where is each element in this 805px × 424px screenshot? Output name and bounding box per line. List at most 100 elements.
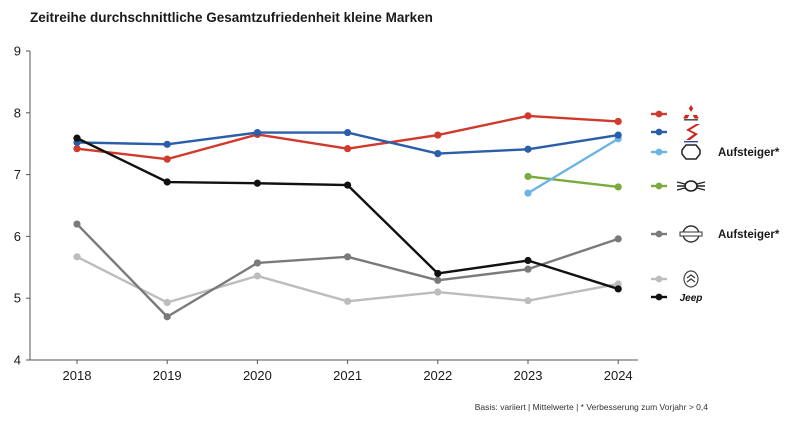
data-point xyxy=(614,131,622,139)
data-point xyxy=(163,178,171,186)
data-point xyxy=(524,189,532,197)
series-mitsubishi xyxy=(73,112,622,163)
jeep-logo-icon: Jeep xyxy=(680,293,703,304)
legend-marker xyxy=(655,293,663,301)
nissan-bar-shape xyxy=(679,231,703,237)
data-point xyxy=(163,313,171,321)
y-tick-label: 4 xyxy=(14,353,21,368)
mitsubishi-diamond-shape xyxy=(688,105,694,112)
series-mini xyxy=(524,172,622,191)
data-point xyxy=(434,149,442,158)
legend-tag-label: Aufsteiger* xyxy=(718,147,780,159)
data-point xyxy=(253,128,261,137)
data-point xyxy=(614,285,622,293)
y-axis: 4 5 6 7 8 9 xyxy=(14,44,31,368)
mitsubishi-logo-icon xyxy=(683,105,699,121)
jeep-wordmark-shape: Jeep xyxy=(680,293,703,304)
data-point xyxy=(73,220,81,228)
footnote: Basis: variiert | Mittelwerte | * Verbes… xyxy=(475,402,709,412)
suzuki-wordmark-shape xyxy=(684,141,698,143)
legend-marker xyxy=(655,230,663,238)
legend-entry: Jeep xyxy=(651,293,702,304)
mg-octagon-shape xyxy=(681,144,701,160)
mitsubishi-diamond-shape xyxy=(683,114,690,119)
x-tick-label: 2018 xyxy=(63,368,92,383)
data-point xyxy=(434,276,442,284)
legend-marker xyxy=(655,275,663,283)
data-point xyxy=(344,297,352,305)
data-point xyxy=(434,131,442,139)
y-tick-label: 9 xyxy=(14,44,21,59)
suzuki-logo-icon xyxy=(684,124,700,143)
citroen-logo-icon xyxy=(683,270,699,288)
mitsubishi-wordmark-shape xyxy=(684,119,698,121)
suzuki-s-shape xyxy=(686,124,700,140)
y-tick-label: 5 xyxy=(14,291,21,306)
data-point xyxy=(524,112,532,120)
x-tick-label: 2020 xyxy=(243,368,272,383)
mg-logo-icon xyxy=(681,144,701,160)
legend-marker xyxy=(655,110,663,118)
series-layer xyxy=(73,112,622,321)
x-tick-label: 2021 xyxy=(333,368,362,383)
data-point xyxy=(344,253,352,261)
data-point xyxy=(73,145,81,153)
data-point xyxy=(344,181,352,189)
data-point xyxy=(524,265,532,273)
legend-entry xyxy=(651,105,699,121)
x-tick-label: 2019 xyxy=(153,368,182,383)
nissan-logo-icon xyxy=(679,225,703,243)
data-point xyxy=(614,117,622,126)
data-point xyxy=(253,272,261,280)
data-point xyxy=(163,140,171,148)
data-point xyxy=(524,172,532,181)
legend-marker xyxy=(655,148,663,156)
series-line xyxy=(527,175,619,189)
data-point xyxy=(524,256,532,265)
legend-entry: Aufsteiger* xyxy=(651,144,780,160)
legend-entry xyxy=(651,270,699,288)
data-point xyxy=(614,183,622,191)
series-jeep xyxy=(73,134,622,293)
data-point xyxy=(614,280,622,288)
chart-title: Zeitreihe durchschnittliche Gesamtzufrie… xyxy=(30,10,433,25)
data-point xyxy=(163,298,171,307)
y-tick-label: 8 xyxy=(14,105,21,120)
data-point xyxy=(434,269,442,278)
series-line xyxy=(76,114,619,161)
data-point xyxy=(344,128,352,137)
legend-marker xyxy=(655,182,663,190)
series-mg xyxy=(524,135,622,197)
legend-entry xyxy=(651,124,700,143)
data-point xyxy=(344,145,352,153)
mini-ring-shape xyxy=(684,180,698,192)
x-tick-label: 2022 xyxy=(423,368,452,383)
data-point xyxy=(524,145,532,153)
data-point xyxy=(253,179,261,187)
y-tick-label: 7 xyxy=(14,167,21,182)
citroen-chevrons-shape xyxy=(686,274,696,283)
legend-marker xyxy=(655,128,663,136)
mitsubishi-diamond-shape xyxy=(692,114,699,119)
data-point xyxy=(614,235,622,243)
x-axis: 2018 2019 2020 2021 2022 2023 2024 xyxy=(30,359,638,383)
data-point xyxy=(524,297,532,305)
data-point xyxy=(73,253,81,261)
x-tick-label: 2024 xyxy=(604,368,633,383)
x-tick-label: 2023 xyxy=(514,368,543,383)
legend: Aufsteiger* Aufsteiger* Jeep xyxy=(651,105,780,304)
mini-wings-shape xyxy=(676,181,706,191)
legend-entry xyxy=(651,180,706,192)
data-point xyxy=(73,134,81,142)
mini-logo-icon xyxy=(676,180,706,192)
data-point xyxy=(163,155,171,163)
y-tick-label: 6 xyxy=(14,229,21,244)
legend-tag-label: Aufsteiger* xyxy=(718,229,780,241)
series-line xyxy=(527,137,619,195)
legend-entry: Aufsteiger* xyxy=(651,225,780,243)
data-point xyxy=(253,259,261,267)
series-nissan xyxy=(73,220,622,321)
series-citron xyxy=(73,253,622,307)
data-point xyxy=(434,288,442,296)
